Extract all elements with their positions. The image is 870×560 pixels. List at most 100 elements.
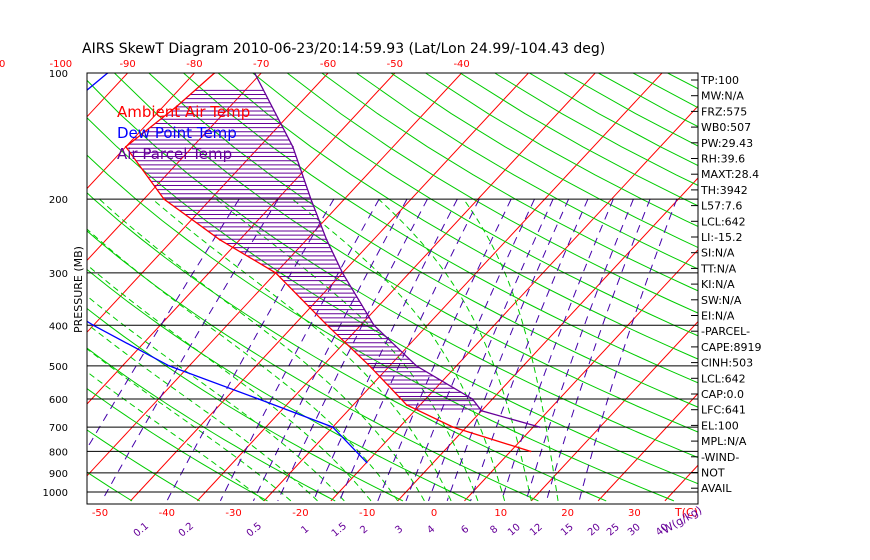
mixing-ratio-tick-label: 0.5 [245,521,264,540]
dry-adiabat-line [87,388,268,502]
isotherm-line [0,73,61,501]
index-label: L57:7.6 [701,200,742,213]
moist-adiabat-line [87,371,265,502]
parcel-temp-line-point [341,272,344,274]
top-temp-tick-label: -110 [0,59,5,70]
index-label: MW:N/A [701,90,744,103]
mixing-ratio-line [405,198,535,502]
legend-entry: Ambient Air Temp [117,103,250,121]
top-temp-tick-label: -60 [320,59,336,70]
ambient-temp-line-point [163,198,165,201]
mixing-ratio-tick-label: 25 [605,522,622,539]
parcel-temp-line-point [373,324,375,327]
pressure-tick-label: 1000 [43,488,68,499]
moist-adiabat-line [463,198,559,501]
mixing-ratio-tick-label: 2 [358,524,370,537]
index-label: TP:100 [700,74,739,87]
mixing-ratio-line [101,198,279,502]
parcel-temp-line-point [415,364,418,367]
isotherm-line [330,105,698,502]
moist-adiabat-line [87,228,399,502]
mixing-ratio-line [501,198,614,502]
dry-adiabat-line [217,73,698,360]
top-temp-tick-label: -100 [49,59,72,70]
index-label: CAPE:8919 [701,341,762,354]
parcel-temp-line-point [310,198,312,201]
x-axis-label: T(C) [674,506,698,519]
ambient-temp-line-point [274,272,277,274]
mixing-ratio-line [446,198,570,502]
pressure-tick-label: 800 [49,447,68,458]
mixing-ratio-line [545,198,651,502]
isotherm-line [530,320,698,502]
dry-adiabat-line [529,73,698,167]
dry-adiabat-line [87,154,675,502]
dewpoint-temp-line-point [18,146,20,148]
moist-adiabat-line [87,323,318,502]
mixing-ratio-line [377,198,512,502]
index-label: SW:N/A [701,294,742,307]
dry-adiabat-line [494,73,698,187]
parcel-temp-line-point [325,238,328,241]
parcel-temp-line-point [538,426,541,428]
pressure-tick-label: 100 [49,69,68,80]
dry-adiabat-line [87,79,698,459]
index-label: MAXT:28.4 [701,168,759,181]
index-label: LFC:641 [701,404,746,417]
mixing-ratio-line [312,198,458,502]
ambient-temp-line-point [176,105,178,108]
dry-adiabat-line [87,471,133,502]
bottom-temp-tick-label: 30 [628,508,641,519]
plot-frame [86,72,699,505]
ambient-temp-line-point [452,426,454,428]
legend-entry: Dew Point Temp [117,124,237,142]
dry-adiabat-line [87,307,404,502]
index-label: LCL:642 [701,372,746,385]
pressure-tick-label: 500 [49,362,68,373]
dry-adiabat-line [87,230,539,502]
index-label: TT:N/A [700,262,737,275]
dewpoint-temp-line-point [257,398,260,400]
bottom-temp-tick-label: -10 [359,508,375,519]
moist-adiabat-line [215,198,479,502]
dry-adiabat-line [356,73,698,270]
index-label: FRZ:575 [701,105,747,118]
dry-adiabat-line [87,347,336,502]
index-label: RH:39.6 [701,153,745,166]
isotherm-line [397,177,698,502]
isotherm-line [87,73,462,477]
parcel-temp-line-point [480,409,483,412]
ambient-temp-line-point [326,324,329,327]
dry-adiabat-line [321,73,698,292]
moist-adiabat-line [87,348,292,502]
mixing-ratio-tick-label: 20 [586,522,603,539]
ambient-temp-line-point [218,238,221,241]
index-label: WB0:507 [701,121,751,134]
dry-adiabat-line [87,192,607,502]
index-label: AVAIL [701,482,732,495]
chart-title: AIRS SkewT Diagram 2010-06-23/20:14:59.9… [82,41,605,57]
mixing-ratio-tick-label: 15 [559,522,576,539]
mixing-ratio-line [339,198,480,502]
pressure-tick-label: 300 [49,269,68,280]
ambient-temp-line-point [529,450,532,453]
mixing-ratio-line [525,198,634,502]
dry-adiabat-line [0,73,64,501]
mixing-ratio-tick-label: 3 [393,524,405,537]
mixing-ratio-tick-label: 10 [506,522,523,539]
parcel-temp-line [254,73,540,428]
mixing-ratio-line [166,198,335,502]
bottom-temp-tick-label: 0 [431,508,437,519]
index-label: NOT [701,467,725,480]
legend-entry: Air Parcel Temp [117,145,232,163]
dry-adiabat-line [148,73,698,408]
parcel-temp-line-point [291,145,294,148]
ambient-temp-line-point [405,404,408,406]
isotherm-line [464,249,698,502]
pressure-tick-label: 700 [49,423,68,434]
dry-adiabat-line [390,73,698,249]
index-label: -PARCEL- [701,325,750,338]
moist-adiabat-line [378,198,532,502]
index-label: TH:3942 [700,184,748,197]
